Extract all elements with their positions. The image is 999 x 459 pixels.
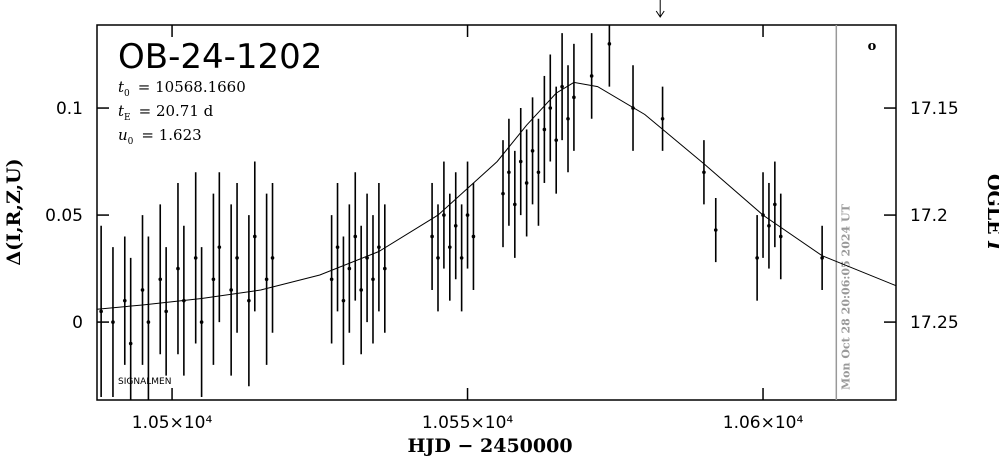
data-point (235, 256, 239, 260)
data-point (353, 234, 358, 239)
data-point (702, 170, 706, 175)
y2-label-italic: I (983, 240, 999, 251)
plot (97, 25, 896, 400)
data-point (513, 202, 517, 207)
param-symbol: t (118, 102, 125, 120)
arrow (655, 0, 665, 18)
x-tick-label: 1.06×10⁴ (723, 413, 804, 433)
data-point (761, 213, 765, 217)
data-point (199, 320, 204, 324)
data-point (146, 320, 151, 324)
y2-axis-label: OGLE I (983, 174, 999, 251)
data-point (347, 266, 352, 271)
y-tick-label: 0.1 (56, 99, 83, 119)
data-point (341, 298, 346, 303)
data-point (536, 170, 541, 175)
data-point (111, 320, 115, 324)
data-point (442, 213, 446, 217)
footer: SIGNALMEN (118, 377, 171, 387)
data-point (247, 298, 251, 303)
data-point (264, 277, 269, 282)
data-point (572, 95, 576, 100)
y2-tick-label: 17.2 (910, 206, 948, 226)
data-point (501, 191, 505, 196)
y-tick-label: 0 (72, 313, 83, 333)
data-point (371, 277, 375, 282)
x-axis-label: HJD − 2450000 (407, 435, 572, 457)
data-point (365, 256, 369, 260)
data-point (211, 277, 216, 282)
y2-tick-label: 17.15 (910, 99, 959, 119)
param-text: = 1.623 (141, 126, 201, 144)
data-point (524, 181, 529, 185)
data-point (164, 309, 168, 314)
corner-mark: o (868, 39, 877, 54)
data-point (778, 234, 783, 239)
data-point (335, 245, 340, 249)
x-tick-label: 1.05×10⁴ (132, 413, 213, 433)
data-point (471, 234, 476, 239)
data-point (607, 42, 612, 46)
param-symbol: t (118, 78, 125, 96)
data-point (182, 298, 186, 303)
data-point (660, 116, 665, 121)
data-point (518, 159, 523, 164)
data-point (507, 170, 511, 175)
data-point (566, 116, 570, 121)
data-point (270, 256, 275, 260)
data-point (176, 266, 180, 271)
data-point (383, 266, 387, 271)
x-tick-label: 1.055×10⁴ (422, 413, 514, 433)
y2-tick-label: 17.25 (910, 313, 959, 333)
data-point (252, 234, 257, 239)
data-point (589, 74, 594, 78)
data-point (99, 309, 103, 314)
data-point (631, 106, 635, 110)
data-point (554, 138, 558, 142)
data-point (377, 245, 381, 249)
param: u0 = 1.623 (118, 126, 202, 147)
data-point (560, 84, 564, 89)
data-point (140, 288, 145, 292)
data-point (767, 223, 771, 228)
data-point (329, 277, 334, 282)
param-sub: 0 (124, 89, 130, 99)
data-point (542, 127, 547, 132)
data-point (430, 234, 434, 239)
data-point (359, 288, 363, 292)
data-point (436, 256, 440, 260)
param-text: = 20.71 d (139, 102, 214, 120)
data-point (128, 341, 133, 346)
data-point (229, 288, 233, 292)
y-axis-label: Δ(I,R,Z,U) (3, 158, 25, 265)
y-tick-label: 0.05 (45, 206, 83, 226)
data-point (158, 277, 163, 282)
data-point (713, 228, 718, 232)
data-point (755, 256, 759, 260)
data-point (530, 149, 535, 153)
param-sub: E (124, 113, 131, 123)
data-point (465, 213, 470, 217)
data-point (459, 256, 464, 260)
model-curve (97, 81, 896, 310)
data-point (448, 245, 452, 249)
data-point (548, 106, 553, 110)
data-point (217, 245, 222, 249)
param: tE = 20.71 d (118, 102, 214, 123)
data-point (820, 256, 824, 260)
param: t0 = 10568.1660 (118, 78, 246, 99)
data-point (773, 202, 777, 207)
data-point (193, 256, 198, 260)
data-point (122, 298, 127, 303)
param-text: = 10568.1660 (138, 78, 246, 96)
param-symbol: u (118, 126, 128, 144)
timestamp: Mon Oct 28 20:06:05 2024 UT (839, 203, 852, 390)
chart-title: OB-24-1202 (118, 37, 322, 77)
param-sub: 0 (128, 137, 134, 147)
data-point (453, 223, 458, 228)
y2-label-text: OGLE (983, 174, 999, 235)
plot-frame (96, 24, 897, 401)
